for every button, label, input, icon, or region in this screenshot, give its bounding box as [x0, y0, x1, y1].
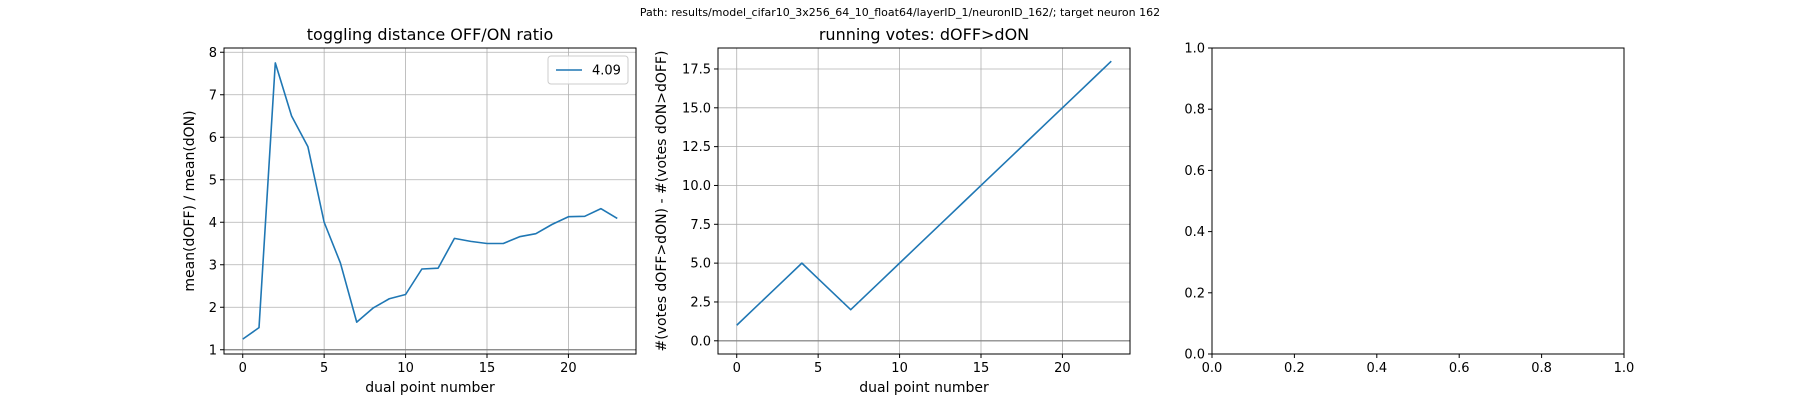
- x-tick-label: 15: [973, 361, 990, 376]
- y-tick-label: 3: [209, 258, 217, 273]
- x-tick-label: 5: [320, 361, 328, 376]
- chart-3: 0.0 0.2 0.4 0.6 0.8 1.0 0.0 0.2 0.4 0.6 0.8 1.0: [1184, 42, 1634, 377]
- y-tick-label: 15.0: [682, 101, 711, 116]
- axes-frame: [1211, 47, 1625, 355]
- y-tick-label: 17.5: [682, 62, 711, 77]
- y-tick-label: 0.6: [1184, 164, 1205, 179]
- chart-title: running votes: dOFF>dON: [819, 25, 1029, 44]
- y-tick-label: 2.5: [690, 295, 711, 310]
- y-tick-label: 2: [209, 301, 217, 316]
- x-tick-label: 10: [891, 361, 908, 376]
- y-tick-label: 0.0: [1184, 348, 1205, 363]
- figure-suptitle: Path: results/model_cifar10_3x256_64_10_…: [639, 6, 1161, 19]
- y-tick-label: 7.5: [690, 218, 711, 233]
- x-tick-label: 15: [479, 361, 496, 376]
- y-tick-label: 0.0: [690, 334, 711, 349]
- legend-box: [547, 55, 629, 85]
- y-tick-label: 5.0: [690, 257, 711, 272]
- series-line-1: [736, 60, 1112, 326]
- x-axis-label: dual point number: [859, 380, 989, 396]
- y-tick-label: 6: [209, 131, 217, 146]
- x-tick-label: 10: [397, 361, 414, 376]
- legend: 4.09: [547, 55, 629, 85]
- y-tick-label: 10.0: [682, 179, 711, 194]
- y-tick-label: 8: [209, 46, 217, 61]
- x-tick-label: 0: [733, 361, 741, 376]
- y-tick-label: 0.8: [1184, 103, 1205, 118]
- x-tick-label: 5: [814, 361, 822, 376]
- y-tick-label: 5: [209, 173, 217, 188]
- x-tick-label: 20: [1054, 361, 1071, 376]
- x-tick-label: 1.0: [1614, 361, 1635, 376]
- x-tick-label: 0: [239, 361, 247, 376]
- y-axis-label: #(votes dOFF>dON) - #(votes dON>dOFF): [654, 51, 670, 352]
- chart-1: 0 5 10 15 20 1 2 3 4 5 6 7 8 toggling distance OFF/ON…: [182, 25, 637, 396]
- x-tick-label: 0.2: [1284, 361, 1305, 376]
- x-tick-label: 0.4: [1366, 361, 1387, 376]
- x-axis-label: dual point number: [365, 380, 495, 396]
- axes-frame: [717, 47, 1131, 355]
- y-axis-label: mean(dOFF) / mean(dON): [182, 110, 198, 291]
- legend-entry: 4.09: [592, 64, 621, 79]
- x-tick-label: 0.8: [1531, 361, 1552, 376]
- axes-frame: [223, 47, 637, 355]
- x-tick-label: 0.6: [1449, 361, 1470, 376]
- x-tick-label: 20: [560, 361, 577, 376]
- chart-2: 0 5 10 15 20 0.0 2.5 5.0 7.5 10.0 12.5 15.0 17.5 runn…: [654, 25, 1131, 396]
- y-tick-label: 1: [209, 343, 217, 358]
- y-tick-label: 0.2: [1184, 286, 1205, 301]
- x-tick-label: 0.0: [1202, 361, 1223, 376]
- y-tick-label: 0.4: [1184, 225, 1205, 240]
- chart-title: toggling distance OFF/ON ratio: [307, 25, 553, 44]
- y-tick-label: 12.5: [682, 140, 711, 155]
- y-tick-label: 1.0: [1184, 42, 1205, 57]
- y-tick-label: 4: [209, 216, 217, 231]
- y-tick-label: 7: [209, 88, 217, 103]
- series-line-1: [242, 62, 618, 340]
